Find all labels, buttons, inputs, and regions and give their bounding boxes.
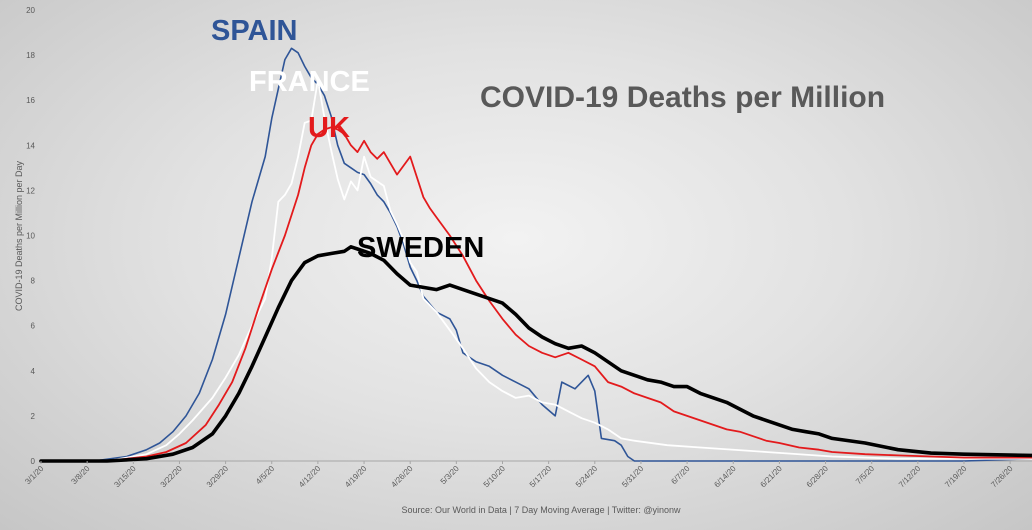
y-tick-label: 10 — [26, 232, 35, 241]
x-tick-label: 7/19/20 — [943, 464, 969, 490]
series-label-france: FRANCE — [249, 66, 370, 98]
y-tick-label: 12 — [26, 186, 35, 195]
series-label-uk: UK — [308, 112, 350, 144]
x-tick-label: 6/28/20 — [805, 464, 831, 490]
series-line-sweden — [39, 245, 1032, 463]
x-tick-label: 5/17/20 — [528, 464, 554, 490]
x-tick-label: 4/12/20 — [297, 464, 323, 490]
x-tick-label: 5/10/20 — [482, 464, 508, 490]
series-line-uk — [40, 126, 1032, 462]
y-tick-label: 16 — [26, 96, 35, 105]
series-label-sweden: SWEDEN — [357, 232, 484, 264]
x-tick-label: 3/29/20 — [205, 464, 231, 490]
x-tick-label: 4/5/20 — [254, 464, 276, 486]
y-axis-title: COVID-19 Deaths per Million per Day — [14, 160, 24, 311]
x-tick-label: 6/21/20 — [759, 464, 785, 490]
x-tick-label: 6/7/20 — [669, 464, 691, 486]
y-tick-label: 0 — [31, 457, 36, 466]
y-tick-label: 8 — [31, 277, 36, 286]
chart-title: COVID-19 Deaths per Million — [480, 81, 885, 114]
x-tick-label: 4/19/20 — [343, 464, 369, 490]
source-note: Source: Our World in Data | 7 Day Moving… — [402, 505, 681, 515]
x-tick-label: 7/26/20 — [989, 464, 1015, 490]
y-tick-label: 6 — [31, 322, 36, 331]
series-line-france — [40, 79, 1032, 462]
x-tick-label: 4/26/20 — [389, 464, 415, 490]
series-group — [39, 47, 1032, 463]
tick-group: 0 2 4 6 8 10 12 14 16 18 20 3/1/20 3/8/20 3/15/20 3/22… — [23, 6, 1015, 490]
x-tick-label: 5/24/20 — [574, 464, 600, 490]
x-tick-label: 7/12/20 — [897, 464, 923, 490]
y-tick-label: 20 — [26, 6, 35, 15]
y-tick-label: 4 — [31, 367, 36, 376]
y-tick-label: 2 — [31, 412, 36, 421]
x-tick-label: 3/1/20 — [23, 464, 45, 486]
x-tick-label: 3/22/20 — [159, 464, 185, 490]
x-tick-label: 6/14/20 — [712, 464, 738, 490]
x-tick-label: 5/3/20 — [439, 464, 461, 486]
x-tick-label: 5/31/20 — [620, 464, 646, 490]
series-line-spain — [40, 47, 1032, 462]
x-tick-label: 3/8/20 — [69, 464, 91, 486]
series-label-spain: SPAIN — [211, 15, 297, 47]
x-tick-label: 7/5/20 — [854, 464, 876, 486]
x-tick-label: 3/15/20 — [112, 464, 138, 490]
y-tick-label: 14 — [26, 141, 35, 150]
y-tick-label: 18 — [26, 51, 35, 60]
